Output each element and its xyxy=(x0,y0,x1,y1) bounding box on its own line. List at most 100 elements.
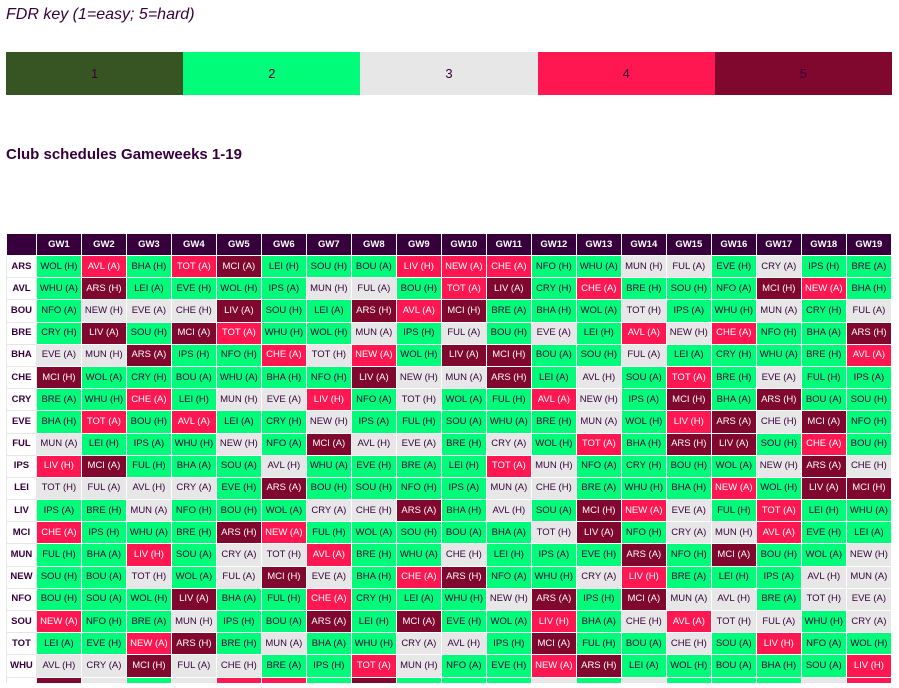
fixture-cell: FUL (H) xyxy=(260,587,307,612)
fixture-cell: BHA (H) xyxy=(530,299,577,323)
fixture-cell: MUN (A) xyxy=(350,321,397,345)
fixture-cell: CRY (H) xyxy=(350,587,397,612)
fixture-cell: EVE (A) xyxy=(620,676,667,683)
fixture-cell: EVE (A) xyxy=(35,343,82,367)
fixture-cell: NFO (H) xyxy=(80,609,127,634)
fixture-cell: EVE (A) xyxy=(395,432,442,456)
fixture-cell: BOU (A) xyxy=(530,343,577,367)
fixture-cell: AVL (A) xyxy=(215,676,262,683)
fixture-cell: BRE (H) xyxy=(440,432,487,456)
fixture-cell: BHA (A) xyxy=(575,609,622,634)
fixture-cell: TOT (A) xyxy=(170,254,217,279)
fixture-cell: LEI (A) xyxy=(395,587,442,612)
fixture-cell: FUL (A) xyxy=(755,609,802,634)
fixture-cell: NFO (H) xyxy=(395,476,442,501)
fixture-cell: CRY (A) xyxy=(305,499,352,523)
fixture-cell: MUN (H) xyxy=(620,254,667,279)
fixture-cell: AVL (A) xyxy=(845,343,892,367)
team-label: ARS xyxy=(6,254,37,279)
gameweek-header: GW8 xyxy=(350,233,397,256)
fixture-cell: BHA (H) xyxy=(35,410,82,434)
gameweek-header: GW7 xyxy=(305,233,352,256)
fixture-cell: NFO (H) xyxy=(170,499,217,523)
fixture-cell: TOT (A) xyxy=(755,499,802,523)
fixture-cell: NEW (H) xyxy=(755,454,802,478)
fixture-cell: TOT (H) xyxy=(620,299,667,323)
fixture-cell: TOT (H) xyxy=(305,343,352,367)
fixture-cell: BHA (A) xyxy=(485,521,532,545)
fixture-cell: ARS (H) xyxy=(485,365,532,390)
schedule-table: GW1 GW2 GW3 GW4 GW5 GW6 GW7 GW8 GW9 GW10 GW11 GW12 G… xyxy=(6,233,892,683)
fixture-cell: LEI (A) xyxy=(665,343,712,367)
table-row: BRE CRY (H) LIV (A) SOU (H) MCI (A) TOT (A) WH… xyxy=(6,321,892,345)
fixture-cell: TOT (H) xyxy=(710,609,757,634)
fixture-cell: EVE (H) xyxy=(710,254,757,279)
corner-cell xyxy=(6,233,37,256)
fixture-cell: IPS (H) xyxy=(395,321,442,345)
fixture-cell: ARS (H) xyxy=(215,521,262,545)
fixture-cell: CHE (A) xyxy=(35,521,82,545)
fixture-cell: IPS (A) xyxy=(530,543,577,567)
fixture-cell: WHU (A) xyxy=(665,676,712,683)
fixture-cell: LEI (H) xyxy=(170,388,217,412)
fixture-cell: SOU (A) xyxy=(80,587,127,612)
fixture-cell: TOT (A) xyxy=(80,410,127,434)
fixture-cell: MUN (A) xyxy=(485,476,532,501)
fixture-cell: LEI (H) xyxy=(710,565,757,589)
fixture-cell: FUL (A) xyxy=(170,654,217,678)
fixture-cell: AVL (A) xyxy=(80,254,127,279)
team-label: WOL xyxy=(6,676,37,683)
team-label: LEI xyxy=(6,476,37,501)
fixture-cell: BHA (H) xyxy=(125,254,172,279)
fixture-cell: WOL (A) xyxy=(575,299,622,323)
fixture-cell: NEW (A) xyxy=(620,499,667,523)
fixture-cell: SOU (H) xyxy=(305,254,352,279)
fixture-cell: CRY (H) xyxy=(800,299,847,323)
table-row: EVE BHA (H) TOT (A) BOU (H) AVL (A) LEI (A) CR… xyxy=(6,410,892,434)
fixture-cell: BOU (A) xyxy=(800,388,847,412)
gameweek-header: GW15 xyxy=(665,233,712,256)
fixture-cell: ARS (A) xyxy=(125,343,172,367)
fdr-key-level-3: 3 xyxy=(360,52,538,95)
fixture-cell: MUN (A) xyxy=(755,299,802,323)
fixture-cell: FUL (H) xyxy=(305,521,352,545)
fixture-cell: BHA (H) xyxy=(350,565,397,589)
fixture-cell: WOL (A) xyxy=(80,365,127,390)
fixture-cell: WOL (H) xyxy=(530,432,577,456)
gameweek-header: GW6 xyxy=(260,233,307,256)
fixture-cell: AVL (H) xyxy=(575,365,622,390)
fixture-cell: NFO (A) xyxy=(800,632,847,656)
team-label: TOT xyxy=(6,632,37,656)
fixture-cell: WOL (H) xyxy=(125,587,172,612)
fixture-cell: CRY (A) xyxy=(575,565,622,589)
fixture-cell: TOT (A) xyxy=(845,676,892,683)
fixture-cell: FUL (A) xyxy=(620,343,667,367)
fixture-cell: LEI (A) xyxy=(305,299,352,323)
fixture-cell: NFO (A) xyxy=(35,299,82,323)
fixture-cell: FUL (A) xyxy=(530,676,577,683)
fixture-cell: SOU (H) xyxy=(485,676,532,683)
fixture-cell: TOT (A) xyxy=(440,277,487,301)
team-label: MUN xyxy=(6,543,37,567)
fixture-cell: NEW (H) xyxy=(215,432,262,456)
table-row: SOU NEW (A) NFO (H) BRE (A) MUN (H) IPS (H) BO… xyxy=(6,609,892,634)
gameweek-header: GW12 xyxy=(530,233,577,256)
fixture-cell: BOU (A) xyxy=(260,609,307,634)
fixture-cell: LIV (H) xyxy=(260,676,307,683)
fixture-cell: BOU (H) xyxy=(395,277,442,301)
fixture-cell: TOT (H) xyxy=(395,388,442,412)
fixture-cell: BOU (H) xyxy=(35,587,82,612)
gameweek-header: GW19 xyxy=(845,233,892,256)
table-row: LIV IPS (A) BRE (H) MUN (A) NFO (H) BOU (H) WO… xyxy=(6,499,892,523)
fixture-cell: TOT (A) xyxy=(665,365,712,390)
fixture-cell: ARS (H) xyxy=(665,432,712,456)
fdr-key-level-4: 4 xyxy=(537,52,715,95)
fixture-cell: BHA (A) xyxy=(305,632,352,656)
fixture-cell: LEI (H) xyxy=(440,454,487,478)
fixture-cell: EVE (H) xyxy=(575,543,622,567)
fixture-cell: BHA (H) xyxy=(665,476,712,501)
fixture-cell: BHA (H) xyxy=(440,499,487,523)
fixture-cell: AVL (H) xyxy=(35,654,82,678)
fixture-cell: MCI (A) xyxy=(80,454,127,478)
